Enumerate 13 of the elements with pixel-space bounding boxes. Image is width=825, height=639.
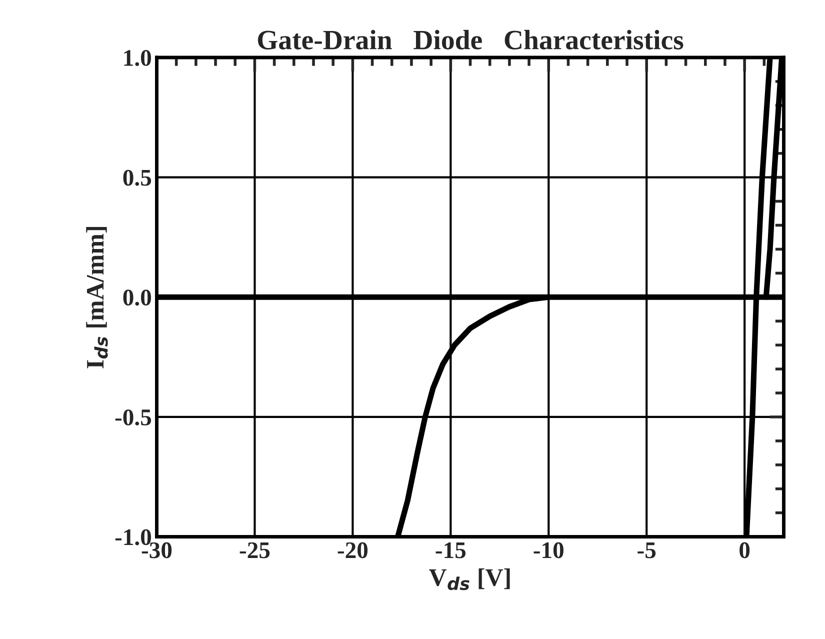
y-tick-label: 1.0: [124, 50, 151, 66]
x-axis-title: V$_{ds}$ [V]: [429, 568, 510, 590]
y-tick-label: -0.5: [115, 409, 152, 426]
y-axis-title: I$_{ds}$ [mA/mm]: [86, 227, 108, 368]
x-tick-label: -25: [240, 542, 270, 558]
chart-title: Gate-Drain Diode Characteristics: [258, 30, 684, 50]
x-tick-label: -5: [638, 542, 656, 558]
y-tick-label: 0.5: [123, 170, 152, 186]
x-tick-label: -10: [534, 542, 564, 558]
y-tick-label: 0.0: [123, 290, 151, 306]
x-tick-label: 0: [740, 542, 750, 558]
x-tick-label: -20: [338, 542, 368, 558]
x-tick-label: -15: [436, 542, 466, 558]
